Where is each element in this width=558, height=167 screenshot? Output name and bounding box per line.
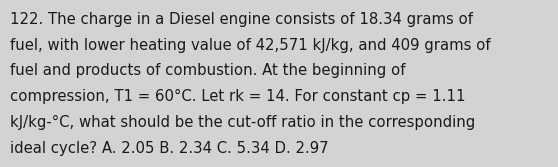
Text: kJ/kg-°C, what should be the cut-off ratio in the corresponding: kJ/kg-°C, what should be the cut-off rat… bbox=[10, 115, 475, 130]
Text: fuel, with lower heating value of 42,571 kJ/kg, and 409 grams of: fuel, with lower heating value of 42,571… bbox=[10, 38, 490, 53]
Text: fuel and products of combustion. At the beginning of: fuel and products of combustion. At the … bbox=[10, 63, 406, 78]
Text: compression, T1 = 60°C. Let rk = 14. For constant cp = 1.11: compression, T1 = 60°C. Let rk = 14. For… bbox=[10, 89, 465, 104]
Text: 122. The charge in a Diesel engine consists of 18.34 grams of: 122. The charge in a Diesel engine consi… bbox=[10, 12, 473, 27]
Text: ideal cycle? A. 2.05 B. 2.34 C. 5.34 D. 2.97: ideal cycle? A. 2.05 B. 2.34 C. 5.34 D. … bbox=[10, 141, 329, 156]
